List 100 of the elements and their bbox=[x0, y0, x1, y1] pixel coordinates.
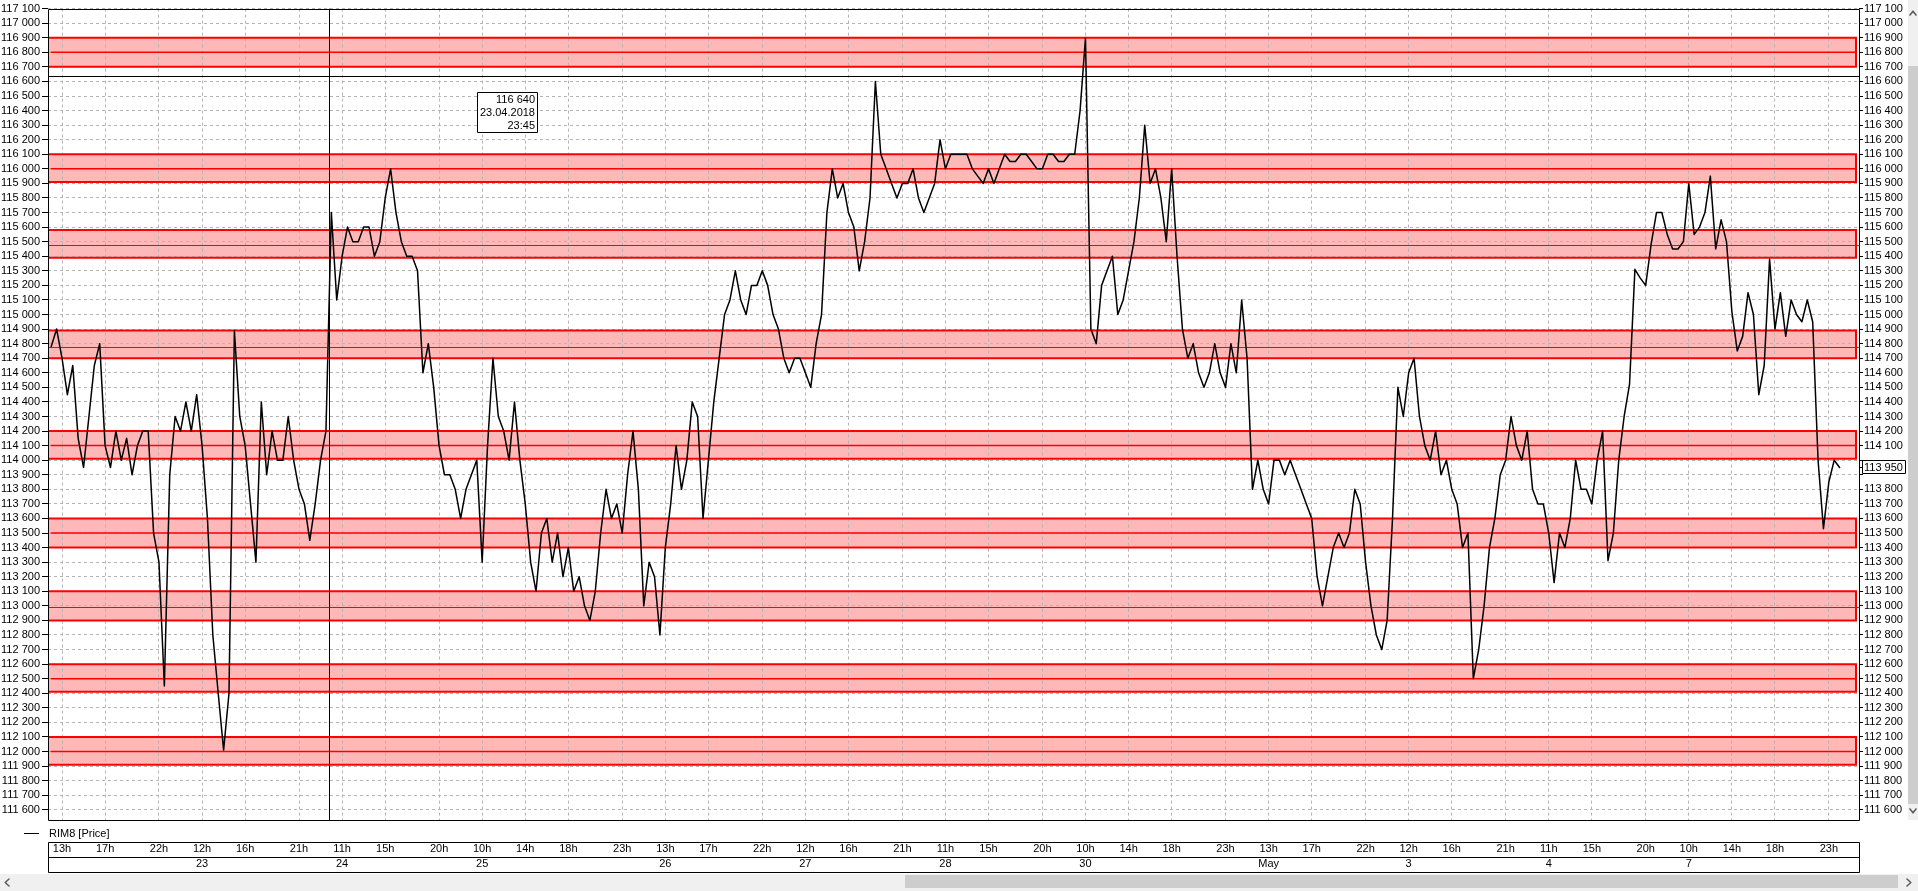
y2-tick-label: 114 200 bbox=[1864, 424, 1903, 437]
y-tick-label: 115 300 bbox=[1, 263, 40, 276]
x-tick-label: 14h bbox=[1119, 842, 1138, 855]
x-tick-label: 18h bbox=[559, 842, 578, 855]
x-tick-label: 15h bbox=[376, 842, 395, 855]
y-tick-label: 116 700 bbox=[1, 59, 40, 72]
y-tick-label: 112 400 bbox=[1, 686, 40, 699]
x-tick-label: 22h bbox=[1356, 842, 1375, 855]
y-tick-label: 115 400 bbox=[1, 249, 40, 262]
y2-tick-label: 112 900 bbox=[1864, 613, 1903, 626]
y-tick-label: 112 200 bbox=[1, 715, 40, 728]
y2-tick-label: 115 600 bbox=[1864, 220, 1903, 233]
y2-tick-label: 113 200 bbox=[1864, 569, 1903, 582]
y2-tick-label: 112 200 bbox=[1864, 715, 1903, 728]
x-tick-label: 21h bbox=[289, 842, 309, 855]
y2-tick-label: 115 300 bbox=[1864, 263, 1903, 276]
y2-tick-label: 113 300 bbox=[1864, 555, 1903, 568]
y-tick-label: 112 500 bbox=[1, 671, 40, 684]
x-tick-label: 16h bbox=[235, 842, 255, 855]
x-tick-label: 17h bbox=[699, 842, 718, 855]
y2-tick-label: 111 700 bbox=[1864, 788, 1903, 801]
y2-tick-label: 114 600 bbox=[1864, 365, 1903, 378]
y2-tick-label: 115 700 bbox=[1864, 205, 1903, 218]
y-tick-label: 113 100 bbox=[1, 584, 40, 597]
y-tick-label: 113 800 bbox=[1, 482, 40, 495]
y2-tick-label: 114 300 bbox=[1864, 409, 1903, 422]
y-tick-label: 114 600 bbox=[1, 365, 40, 378]
x-tick-label: 13h bbox=[52, 842, 72, 855]
x-tick-label: 16h bbox=[1442, 842, 1461, 855]
x-tick-label: 20h bbox=[1033, 842, 1052, 855]
y2-tick-label: 114 800 bbox=[1864, 336, 1903, 349]
y2-tick-label: 114 100 bbox=[1864, 438, 1903, 451]
y-tick-label: 112 100 bbox=[1, 730, 40, 742]
y-tick-label: 115 800 bbox=[1, 191, 40, 204]
x-tick-label: 13h 26 bbox=[656, 842, 675, 870]
x-tick-label: 23h bbox=[1216, 842, 1235, 855]
y-tick-label: 113 500 bbox=[1, 526, 40, 539]
y-tick-label: 116 000 bbox=[1, 161, 40, 174]
y-tick-label: 116 800 bbox=[1, 45, 40, 58]
x-tick-label: 11h 28 bbox=[936, 842, 955, 870]
y2-tick-label: 111 600 bbox=[1864, 802, 1903, 815]
legend-label: RIM8 [Price] bbox=[49, 826, 110, 841]
y2-tick-label: 115 900 bbox=[1864, 176, 1903, 189]
y-tick-label: 113 600 bbox=[1, 511, 40, 524]
y2-tick-label: 113 400 bbox=[1864, 540, 1903, 553]
y2-tick-label: 113 950 bbox=[1864, 460, 1903, 473]
y-tick-label: 112 600 bbox=[1, 657, 40, 670]
y2-tick-label: 116 300 bbox=[1864, 118, 1903, 131]
y2-tick-label: 113 000 bbox=[1864, 598, 1903, 611]
y-tick-label: 111 600 bbox=[1, 802, 40, 815]
x-tick-label: 17h bbox=[1302, 842, 1321, 855]
x-tick-label: 12h 27 bbox=[796, 842, 815, 870]
y2-tick-label: 111 900 bbox=[1864, 759, 1903, 772]
y-tick-label: 116 200 bbox=[1, 132, 40, 145]
y2-tick-label: 115 100 bbox=[1864, 292, 1903, 305]
y-tick-label: 116 900 bbox=[1, 30, 40, 43]
y-tick-label: 112 300 bbox=[1, 700, 40, 713]
x-tick-label: 18h bbox=[1765, 842, 1785, 855]
y-tick-label: 117 000 bbox=[1, 16, 40, 29]
x-tick-label: 14h bbox=[516, 842, 535, 855]
y2-tick-label: 112 600 bbox=[1864, 657, 1903, 670]
y-tick-label: 113 400 bbox=[1, 540, 40, 553]
y2-tick-label: 113 700 bbox=[1864, 496, 1903, 509]
x-tick-label: 21h bbox=[893, 842, 912, 855]
y2-tick-label: 112 300 bbox=[1864, 700, 1903, 713]
y2-tick-label: 114 900 bbox=[1864, 322, 1903, 335]
y-tick-label: 114 800 bbox=[1, 336, 40, 349]
y-tick-label: 115 500 bbox=[1, 234, 40, 247]
x-tick-label: 22h bbox=[149, 842, 169, 855]
x-tick-label: 22h bbox=[753, 842, 772, 855]
y-tick-label: 116 100 bbox=[1, 147, 40, 160]
y2-tick-label: 116 900 bbox=[1864, 30, 1903, 43]
y-tick-label: 115 700 bbox=[1, 205, 40, 218]
y2-tick-label: 116 600 bbox=[1864, 74, 1903, 87]
y-tick-label: 114 200 bbox=[1, 424, 40, 437]
y-tick-label: 114 000 bbox=[1, 453, 40, 466]
y2-tick-label: 113 500 bbox=[1864, 526, 1903, 539]
x-tick-label: 15h bbox=[1582, 842, 1601, 855]
y-tick-label: 113 300 bbox=[1, 555, 40, 568]
x-tick-label: 12h 23 bbox=[192, 842, 212, 870]
y-tick-label: 113 900 bbox=[1, 467, 40, 480]
y2-tick-label: 114 400 bbox=[1864, 394, 1903, 407]
y-tick-label: 114 900 bbox=[1, 322, 40, 335]
y-tick-label: 116 300 bbox=[1, 118, 40, 131]
y2-tick-label: 115 500 bbox=[1864, 234, 1903, 247]
x-tick-label: 13h May bbox=[1258, 842, 1280, 870]
x-tick-label: 11h 4 bbox=[1539, 842, 1558, 870]
x-tick-label: 10h 25 bbox=[472, 842, 492, 870]
annotation: 116 640 23.04.2018 23:45 bbox=[479, 93, 535, 132]
y2-tick-label: 115 200 bbox=[1864, 278, 1903, 291]
y2-tick-label: 112 400 bbox=[1864, 686, 1903, 699]
y-tick-label: 115 600 bbox=[1, 220, 40, 233]
y-tick-label: 112 800 bbox=[1, 628, 40, 641]
y-tick-label: 114 400 bbox=[1, 394, 40, 407]
x-tick-label: 23h bbox=[1819, 842, 1839, 855]
y-tick-label: 114 500 bbox=[1, 380, 40, 393]
y-tick-label: 111 700 bbox=[1, 788, 40, 801]
y2-tick-label: 112 100 bbox=[1864, 730, 1903, 742]
y2-tick-label: 115 800 bbox=[1864, 191, 1903, 204]
y-tick-label: 114 100 bbox=[1, 438, 40, 451]
